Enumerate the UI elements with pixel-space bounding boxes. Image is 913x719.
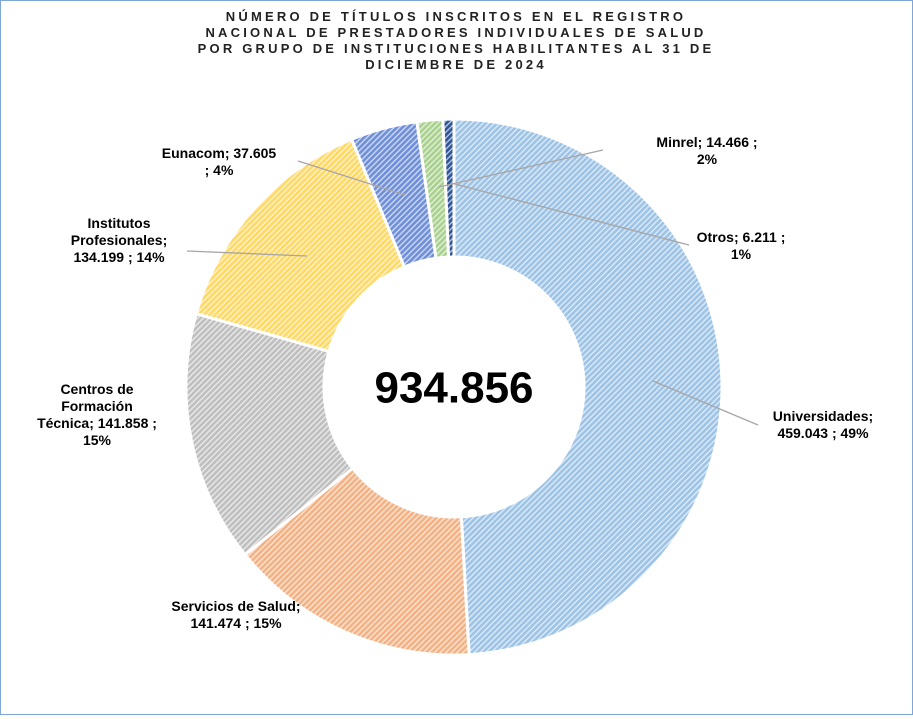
title-line: NÚMERO DE TÍTULOS INSCRITOS EN EL REGIST… [225,9,687,24]
percent-label: 4% [213,162,234,178]
data-label: Otros; 6.211 ; 1% [691,229,791,263]
separator: ; [224,145,230,161]
value-label: 37.605 [233,145,277,161]
data-label: Universidades; 459.043 ; 49% [753,408,893,442]
separator: ; [697,134,703,150]
data-label-box: Otros; 6.211 ; 1% [691,229,791,263]
separator: ; [204,162,210,178]
value-label: 6.211 [742,229,777,245]
title-line: DICIEMBRE DE 2024 [365,57,547,72]
percent-label: 2% [696,151,718,167]
chart-title: NÚMERO DE TÍTULOS INSCRITOS EN EL REGIST… [61,9,851,73]
value-label: 14.466 [706,134,750,150]
separator: ; [244,615,250,631]
title-line: NACIONAL DE PRESTADORES INDIVIDUALES DE … [205,25,707,40]
separator: ; [868,408,874,424]
category: Universidades [772,408,869,424]
data-label: Eunacom; 37.605 ; 4% [158,145,280,179]
separator: ; [295,598,301,614]
title-line: POR GRUPO DE INSTITUCIONES HABILITANTES … [197,41,715,56]
separator: ; [752,134,758,150]
data-label-box: Institutos Profesionales; 134.199 ; 14% [57,215,181,266]
data-label: Servicios de Salud; 141.474 ; 15% [171,598,301,632]
percent-label: 1% [730,246,752,262]
leader-line [186,250,308,257]
leader-line [297,160,406,196]
title-box: NÚMERO DE TÍTULOS INSCRITOS EN EL REGIST… [61,9,851,73]
data-label-box: Centros de Formación Técnica; 141.858 ; … [34,381,160,449]
percent-label: 15% [82,432,112,448]
data-label: Centros de Formación Técnica; 141.858 ; … [34,381,160,449]
data-label-box: Universidades; 459.043 ; 49% [753,408,893,442]
percent-label: 15% [253,615,282,631]
separator: ; [152,415,157,431]
leader-line [438,149,604,188]
separator: ; [831,425,837,441]
category: Eunacom [161,145,225,161]
leader-line [450,182,690,246]
data-label-box: Minrel; 14.466 ; 2% [649,134,765,168]
separator: ; [162,232,168,248]
percent-label: 14% [136,249,165,265]
value-label: 134.199 [73,249,125,265]
value-label: 459.043 [777,425,829,441]
leader-line [652,380,759,426]
data-label-box: Eunacom; 37.605 ; 4% [158,145,280,179]
category: Otros [696,229,734,245]
separator: ; [127,249,133,265]
category: Centros de Formación Técnica [37,381,134,431]
slice [452,117,724,657]
category: Servicios de Salud [171,598,296,614]
data-label: Minrel; 14.466 ; 2% [649,134,765,168]
percent-label: 49% [840,425,869,441]
slice [441,117,456,259]
value-label: 141.474 [190,615,242,631]
slice [242,466,471,657]
category: Institutos Profesionales [70,215,163,248]
total-label: 934.856 [374,364,533,413]
data-label-box: Servicios de Salud; 141.474 ; 15% [171,598,301,632]
slice [184,311,355,557]
data-label: Institutos Profesionales; 134.199 ; 14% [57,215,181,266]
slice [194,137,407,354]
category: Minrel [656,134,698,150]
separator: ; [780,229,786,245]
separator: ; [733,229,739,245]
value-label: 141.858 [97,415,149,431]
separator: ; [89,415,94,431]
